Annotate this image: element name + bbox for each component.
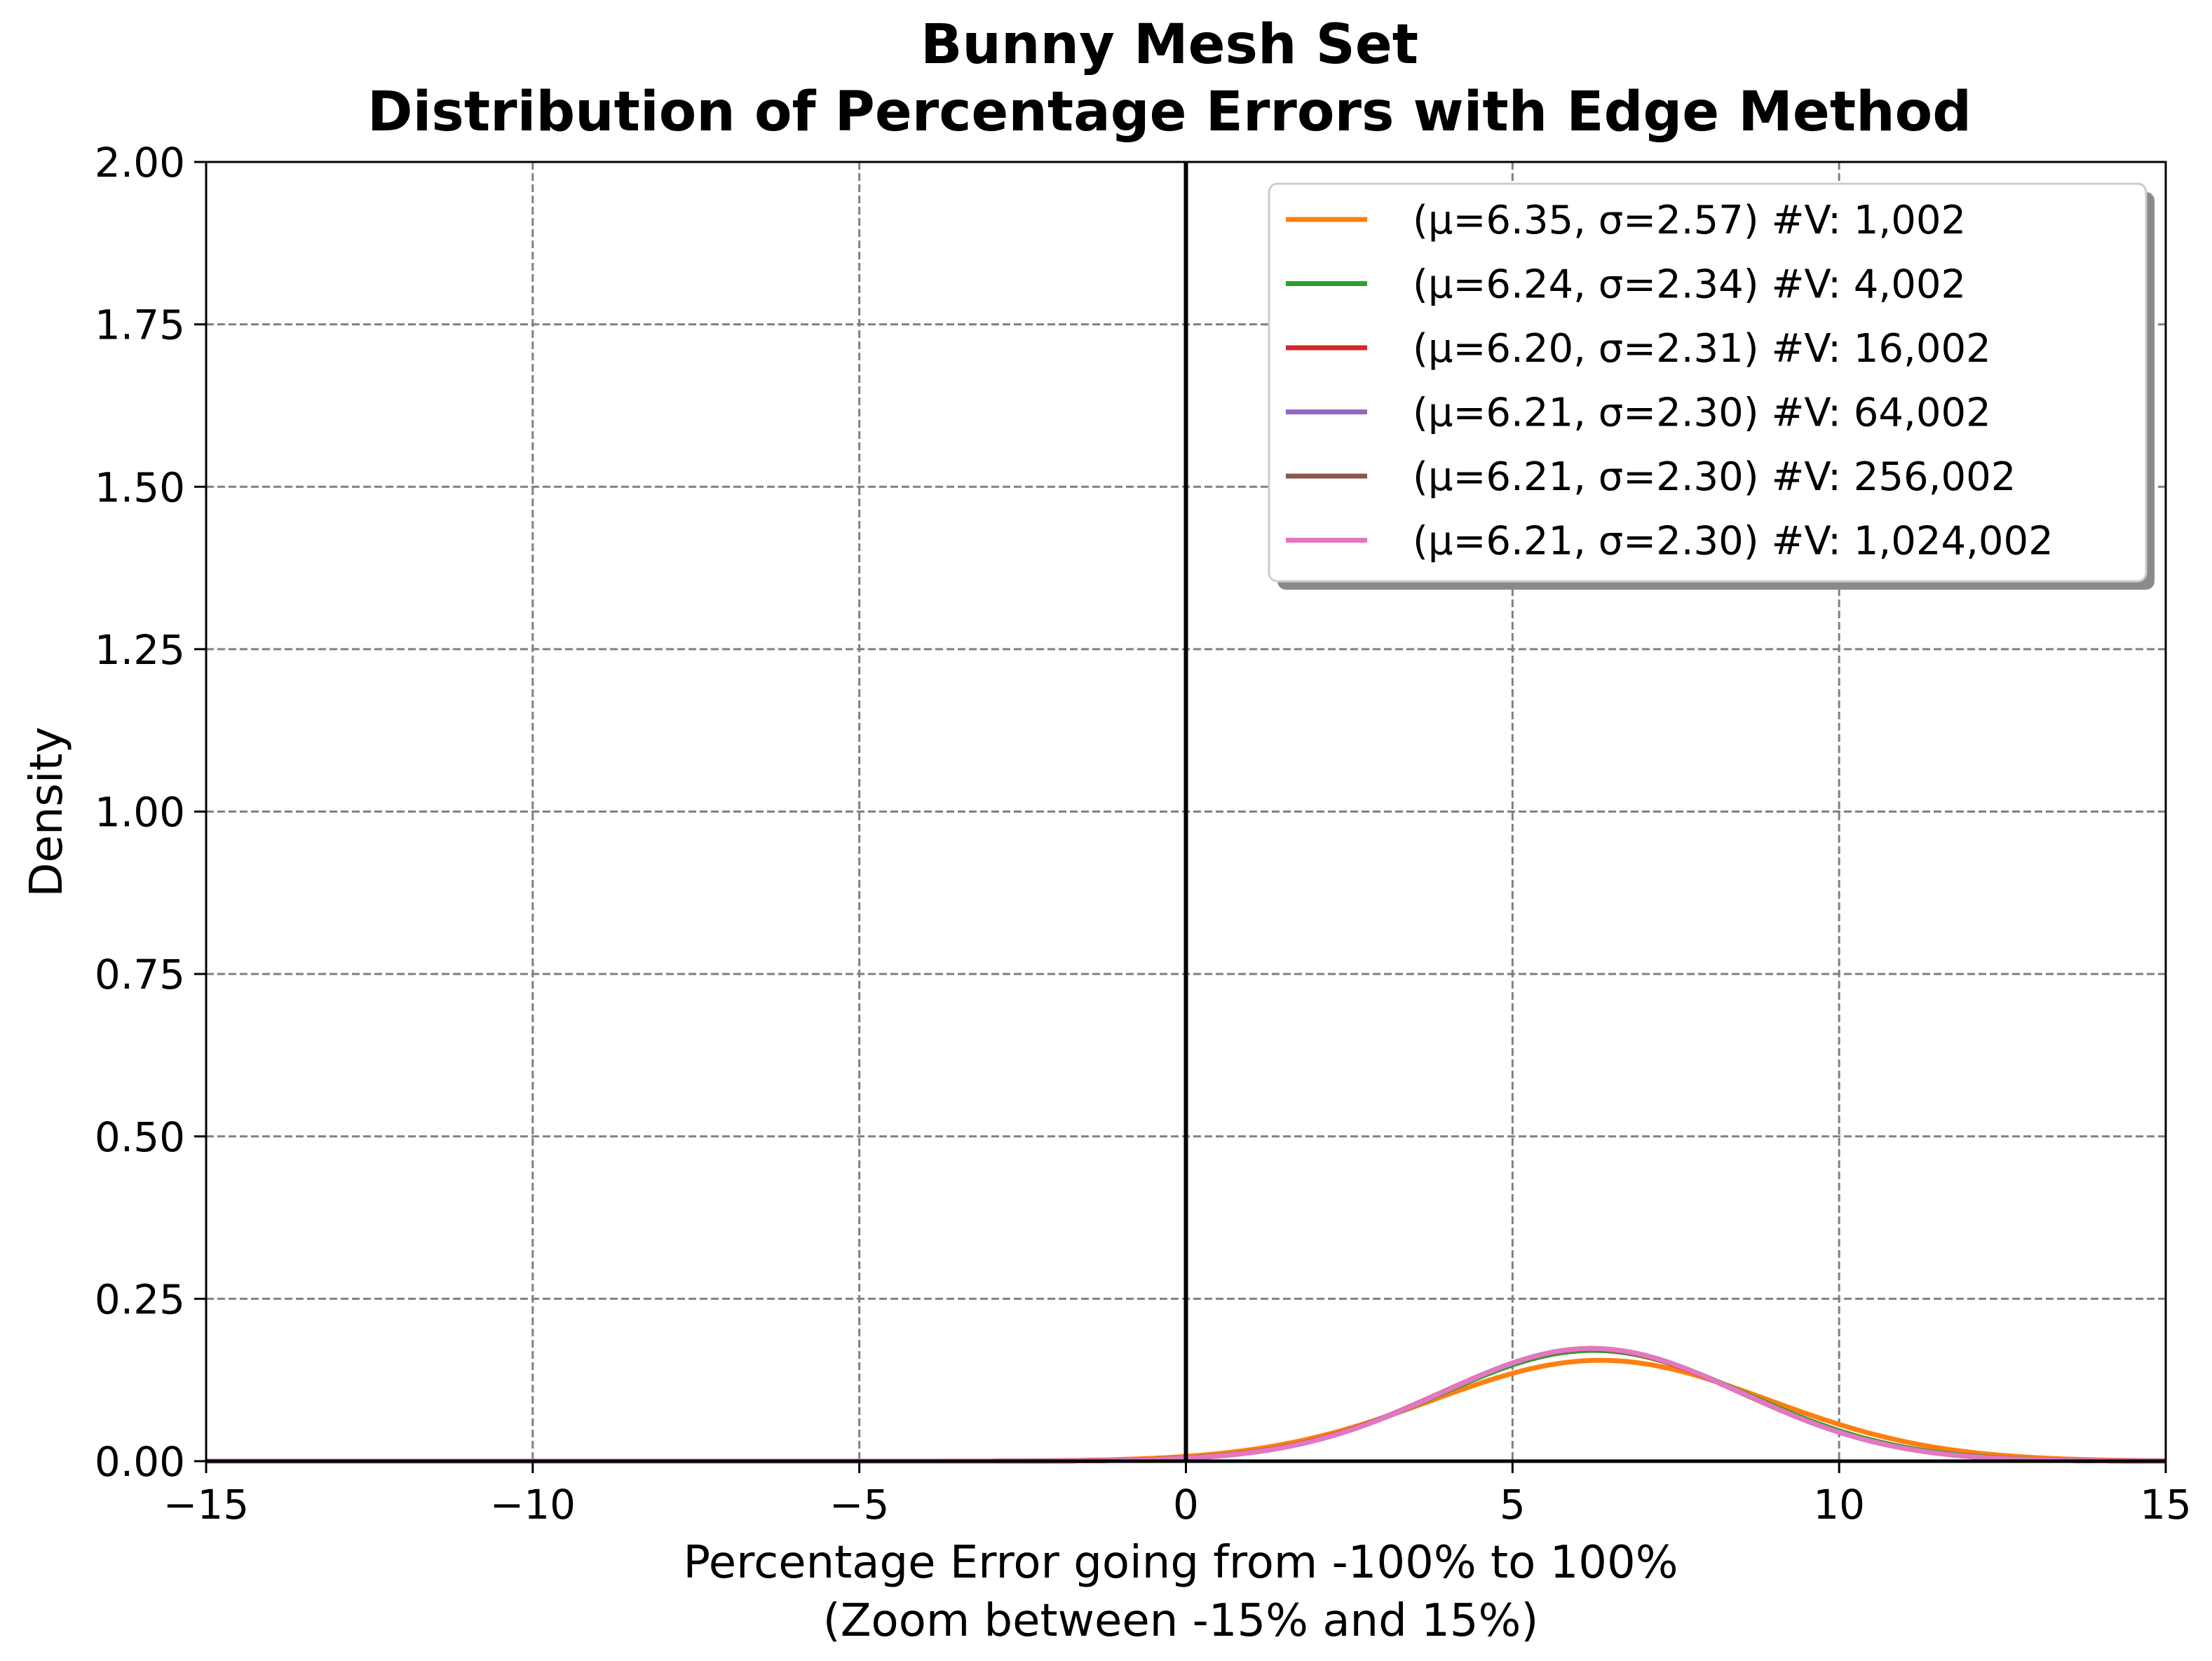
legend-entry-label: (μ=6.21, σ=2.30) #V: 256,002: [1413, 454, 2016, 500]
y-tick-label: 0.50: [95, 1113, 185, 1161]
legend-entry-label: (μ=6.24, σ=2.34) #V: 4,002: [1413, 262, 1966, 308]
y-tick-label: 2.00: [95, 139, 185, 187]
y-tick-label: 0.25: [95, 1275, 185, 1323]
y-tick-label: 1.75: [95, 301, 185, 349]
y-tick-label: 0.00: [95, 1438, 185, 1486]
chart-title: Bunny Mesh Set: [921, 13, 1418, 76]
x-tick-label: −5: [829, 1481, 890, 1528]
x-tick-label: 15: [2140, 1481, 2192, 1528]
x-axis-label: Percentage Error going from -100% to 100…: [683, 1537, 1678, 1589]
axes: −15 −10 −5 0 5 10 15 0.00 0.25 0.50 0.75 1.00 1.25 1.…: [95, 139, 2192, 1528]
x-tick-label: −15: [163, 1481, 249, 1528]
y-tick-label: 1.50: [95, 463, 185, 511]
y-tick-label: 1.00: [95, 789, 185, 836]
x-tick-label: 0: [1173, 1481, 1199, 1528]
x-tick-label: −10: [490, 1481, 576, 1528]
legend-entry-label: (μ=6.21, σ=2.30) #V: 64,002: [1413, 391, 1991, 436]
y-tick-label: 0.75: [95, 951, 185, 998]
x-tick-label: 5: [1500, 1481, 1526, 1528]
legend: (μ=6.35, σ=2.57) #V: 1,002 (μ=6.24, σ=2.3…: [1268, 182, 2155, 590]
chart-subtitle: Distribution of Percentage Errors with E…: [367, 81, 1972, 144]
y-tick-label: 1.25: [95, 626, 185, 674]
y-axis-label: Density: [21, 726, 73, 897]
legend-box: [1268, 182, 2147, 583]
x-tick-label: 10: [1813, 1481, 1865, 1528]
x-axis-sublabel: (Zoom between -15% and 15%): [823, 1595, 1539, 1647]
legend-entry-label: (μ=6.21, σ=2.30) #V: 1,024,002: [1413, 519, 2054, 564]
legend-entry-label: (μ=6.20, σ=2.31) #V: 16,002: [1413, 326, 1991, 372]
legend-entry-label: (μ=6.35, σ=2.57) #V: 1,002: [1413, 198, 1966, 243]
